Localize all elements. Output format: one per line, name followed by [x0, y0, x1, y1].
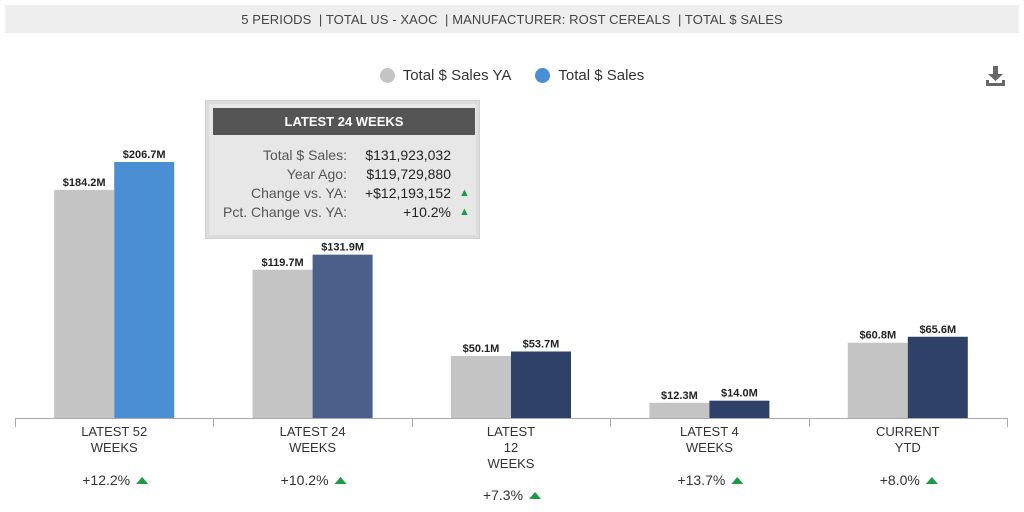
- triangle-up-icon: [136, 477, 149, 484]
- pct-change-label: +12.2%: [82, 472, 130, 488]
- legend-item-current[interactable]: Total $ Sales: [535, 67, 644, 84]
- bar-current[interactable]: [312, 254, 373, 418]
- category-label: WEEKS: [289, 440, 336, 455]
- data-label-current: $131.9M: [321, 242, 364, 254]
- hover-tooltip: LATEST 24 WEEKS Total $ Sales: $131,923,0…: [205, 100, 480, 239]
- triangle-up-icon: [925, 477, 938, 484]
- bar-current[interactable]: [114, 162, 175, 418]
- data-label-current: $53.7M: [523, 338, 560, 350]
- bar-ya[interactable]: [252, 269, 313, 418]
- tooltip-row-label: Year Ago:: [286, 165, 347, 182]
- category-label: LATEST 52: [81, 424, 147, 439]
- data-label-current: $206.7M: [123, 149, 166, 161]
- bar-current[interactable]: [907, 336, 968, 418]
- legend-swatch-ya: [379, 68, 395, 83]
- legend-swatch-current: [535, 68, 551, 83]
- bar-current[interactable]: [511, 351, 571, 418]
- tooltip-row-label: Pct. Change vs. YA:: [223, 203, 347, 220]
- triangle-up-icon: [731, 477, 744, 484]
- triangle-up-icon: ▲: [459, 205, 470, 218]
- tooltip-row-label: Total $ Sales:: [262, 146, 347, 163]
- tooltip-row: Total $ Sales: $131,923,032: [213, 145, 475, 164]
- tooltip-row-label: Change vs. YA:: [251, 184, 347, 201]
- category-label: LATEST 24: [280, 424, 346, 439]
- category-label: WEEKS: [686, 440, 733, 455]
- data-label-ya: $60.8M: [859, 330, 896, 342]
- bar-ya[interactable]: [451, 355, 511, 418]
- data-label-ya: $12.3M: [661, 390, 698, 402]
- bar-ya[interactable]: [847, 342, 908, 418]
- data-label-ya: $119.7M: [261, 257, 303, 269]
- data-label-ya: $50.1M: [463, 343, 500, 355]
- triangle-up-icon: ▲: [459, 186, 470, 199]
- legend-item-ya[interactable]: Total $ Sales YA: [379, 67, 512, 84]
- bar-ya[interactable]: [649, 402, 710, 418]
- category-label: WEEKS: [488, 456, 535, 471]
- data-label-current: $65.6M: [919, 324, 956, 336]
- tooltip-row: Year Ago: $119,729,880: [213, 164, 475, 183]
- legend-label-ya: Total $ Sales YA: [402, 67, 512, 84]
- bar-ya[interactable]: [54, 189, 115, 418]
- category-label: LATEST: [487, 424, 535, 439]
- pct-change-label: +13.7%: [677, 472, 725, 488]
- category-label: LATEST 4: [680, 424, 739, 439]
- tooltip-rows: Total $ Sales: $131,923,032 Year Ago: $119,…: [213, 145, 475, 221]
- tooltip-row: Pct. Change vs. YA: +10.2% ▲: [213, 202, 475, 221]
- tooltip-row-value: $131,923,032: [365, 146, 451, 163]
- breadcrumb-text: 5 PERIODS | TOTAL US - XAOC | MANUFACTUR…: [241, 11, 783, 27]
- category-label: WEEKS: [91, 440, 138, 455]
- triangle-up-icon: [334, 477, 347, 484]
- data-label-current: $14.0M: [721, 388, 758, 400]
- tooltip-title: LATEST 24 WEEKS: [213, 108, 475, 135]
- filter-breadcrumb: 5 PERIODS | TOTAL US - XAOC | MANUFACTUR…: [5, 5, 1019, 33]
- download-icon[interactable]: [985, 65, 1006, 87]
- pct-change-label: +8.0%: [880, 472, 920, 488]
- tooltip-row-value: +$12,193,152: [364, 184, 451, 201]
- pct-change-label: +10.2%: [281, 472, 329, 488]
- tooltip-row-value: $119,729,880: [366, 165, 451, 182]
- tooltip-row-value: +10.2%: [403, 203, 451, 220]
- bar-current[interactable]: [709, 400, 770, 418]
- category-label: CURRENT: [876, 424, 940, 439]
- data-label-ya: $184.2M: [63, 177, 106, 189]
- pct-change-label: +7.3%: [483, 487, 523, 503]
- legend-label-current: Total $ Sales: [558, 67, 645, 84]
- category-label: 12: [504, 440, 518, 455]
- tooltip-row: Change vs. YA: +$12,193,152 ▲: [213, 183, 475, 202]
- chart-legend: Total $ Sales YA Total $ Sales: [0, 67, 1024, 84]
- triangle-up-icon: [529, 492, 542, 499]
- category-label: YTD: [895, 440, 921, 455]
